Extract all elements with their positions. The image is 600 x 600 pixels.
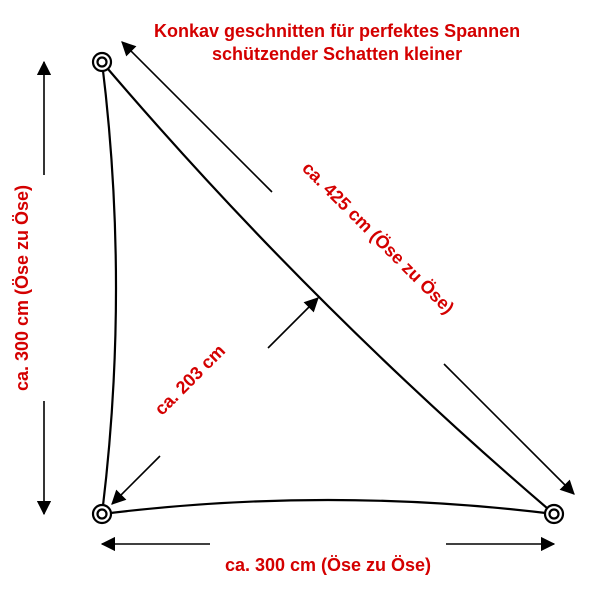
eyelets: [93, 53, 563, 523]
measure-perpendicular: [112, 298, 318, 504]
diagram-svg: [0, 0, 600, 600]
sail-edge-hypotenuse: [102, 62, 554, 514]
sail-triangle: [102, 62, 554, 514]
diagram-stage: Konkav geschnitten für perfektes Spannen…: [0, 0, 600, 600]
eyelet-top: [93, 53, 111, 71]
measurement-lines: [44, 42, 574, 544]
sail-edge-bottom: [102, 500, 554, 514]
eyelet-bottom-right: [545, 505, 563, 523]
sail-edge-left: [102, 62, 116, 514]
eyelet-bottom-left: [93, 505, 111, 523]
measure-hypotenuse: [122, 42, 574, 494]
